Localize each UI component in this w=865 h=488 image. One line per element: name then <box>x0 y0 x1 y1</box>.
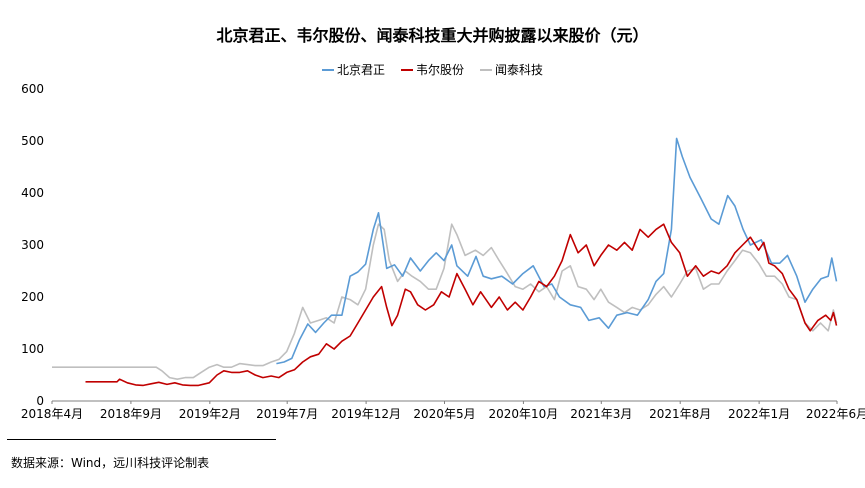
series-line-wtkj <box>52 223 838 381</box>
y-tick-label: 600 <box>21 82 44 96</box>
legend-swatch-bjjz <box>321 68 334 71</box>
legend-swatch-wegf <box>400 68 413 71</box>
y-tick-label: 200 <box>21 290 44 304</box>
x-tick-label: 2020年5月 <box>413 407 475 421</box>
legend: 北京君正 韦尔股份 闻泰科技 <box>0 61 865 78</box>
x-tick-label: 2019年7月 <box>256 407 318 421</box>
legend-item-bjjz: 北京君正 <box>321 61 385 78</box>
series-line-wegf <box>85 223 838 387</box>
x-tick-label: 2018年4月 <box>21 407 83 421</box>
x-tick-label: 2021年3月 <box>570 407 632 421</box>
x-tick-label: 2021年8月 <box>649 407 711 421</box>
x-tick-label: 2018年9月 <box>100 407 162 421</box>
legend-label-wegf: 韦尔股份 <box>415 63 464 77</box>
y-tick-label: 500 <box>21 134 44 148</box>
y-tick-label: 0 <box>36 394 44 408</box>
y-tick-label: 100 <box>21 342 44 356</box>
legend-label-bjjz: 北京君正 <box>336 63 385 77</box>
legend-swatch-wtkj <box>480 68 492 71</box>
y-tick-label: 300 <box>21 238 44 252</box>
x-tick-label: 2019年2月 <box>179 407 241 421</box>
source-note: 数据来源：Wind，远川科技评论制表 <box>11 456 210 470</box>
x-tick-label: 2019年12月 <box>331 407 401 421</box>
legend-item-wtkj: 闻泰科技 <box>480 61 543 78</box>
y-tick-label: 400 <box>21 186 44 200</box>
x-tick-label: 2022年1月 <box>728 407 790 421</box>
legend-item-wegf: 韦尔股份 <box>400 61 464 78</box>
legend-label-wtkj: 闻泰科技 <box>495 63 544 77</box>
series-line-bjjz <box>276 137 838 365</box>
footnote-divider <box>7 439 276 440</box>
x-tick-label: 2022年6月 <box>806 407 865 421</box>
chart-title: 北京君正、韦尔股份、闻泰科技重大并购披露以来股价（元） <box>216 26 649 45</box>
x-tick-label: 2020年10月 <box>489 407 559 421</box>
